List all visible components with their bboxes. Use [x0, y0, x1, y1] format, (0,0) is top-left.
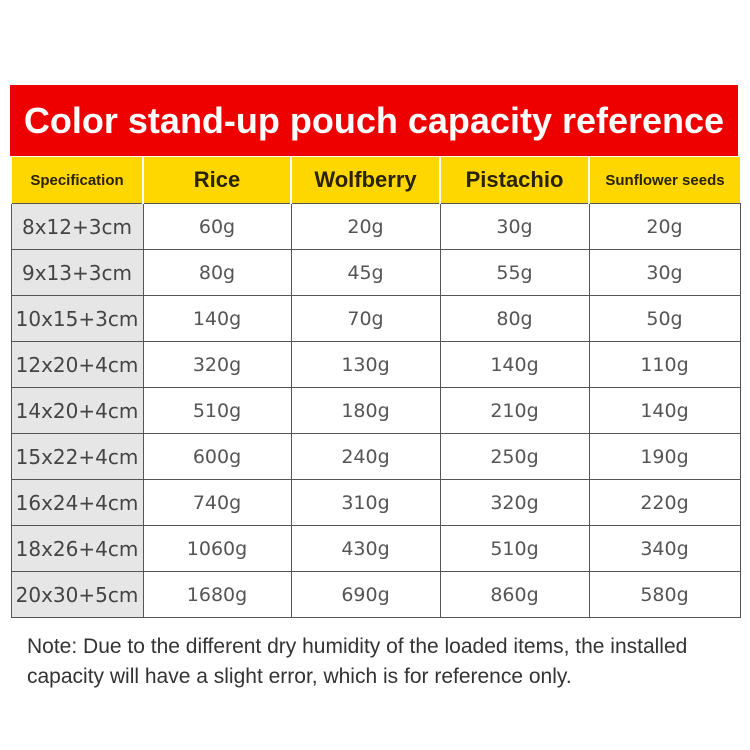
- capacity-cell: 30g: [439, 203, 590, 250]
- capacity-cell: 320g: [439, 479, 590, 526]
- spec-cell: 9x13+3cm: [10, 249, 144, 296]
- table-row: 12x20+4cm 320g 130g 140g 110g: [10, 341, 741, 388]
- capacity-cell: 310g: [290, 479, 441, 526]
- capacity-cell: 690g: [290, 571, 441, 618]
- spec-cell: 18x26+4cm: [10, 525, 144, 572]
- capacity-cell: 600g: [142, 433, 292, 480]
- spec-cell: 15x22+4cm: [10, 433, 144, 480]
- capacity-table: Specification Rice Wolfberry Pistachio S…: [10, 157, 741, 618]
- capacity-cell: 80g: [142, 249, 292, 296]
- capacity-cell: 510g: [142, 387, 292, 434]
- header-wolfberry: Wolfberry: [290, 157, 440, 204]
- table-row: 10x15+3cm 140g 70g 80g 50g: [10, 295, 741, 342]
- capacity-cell: 580g: [588, 571, 741, 618]
- spec-cell: 20x30+5cm: [10, 571, 144, 618]
- note-text: Note: Due to the different dry humidity …: [27, 635, 688, 688]
- table-row: 16x24+4cm 740g 310g 320g 220g: [10, 479, 741, 526]
- table-row: 18x26+4cm 1060g 430g 510g 340g: [10, 525, 741, 572]
- header-specification: Specification: [10, 157, 143, 204]
- capacity-cell: 1680g: [142, 571, 292, 618]
- table-row: 15x22+4cm 600g 240g 250g 190g: [10, 433, 741, 480]
- capacity-cell: 320g: [142, 341, 292, 388]
- spec-cell: 8x12+3cm: [10, 203, 144, 250]
- table-row: 14x20+4cm 510g 180g 210g 140g: [10, 387, 741, 434]
- capacity-cell: 140g: [588, 387, 741, 434]
- header-pistachio: Pistachio: [439, 157, 589, 204]
- header-rice: Rice: [142, 157, 291, 204]
- capacity-cell: 180g: [290, 387, 441, 434]
- header-row: Specification Rice Wolfberry Pistachio S…: [10, 157, 740, 204]
- capacity-cell: 190g: [588, 433, 741, 480]
- capacity-cell: 250g: [439, 433, 590, 480]
- capacity-cell: 510g: [439, 525, 590, 572]
- capacity-cell: 220g: [588, 479, 741, 526]
- capacity-cell: 55g: [439, 249, 590, 296]
- capacity-cell: 130g: [290, 341, 441, 388]
- capacity-cell: 60g: [142, 203, 292, 250]
- spec-cell: 12x20+4cm: [10, 341, 144, 388]
- capacity-cell: 50g: [588, 295, 741, 342]
- table-row: 8x12+3cm 60g 20g 30g 20g: [10, 203, 741, 250]
- spec-cell: 14x20+4cm: [10, 387, 144, 434]
- capacity-cell: 80g: [439, 295, 590, 342]
- spec-cell: 10x15+3cm: [10, 295, 144, 342]
- capacity-cell: 740g: [142, 479, 292, 526]
- table-row: 9x13+3cm 80g 45g 55g 30g: [10, 249, 741, 296]
- capacity-cell: 430g: [290, 525, 441, 572]
- header-sunflower-seeds: Sunflower seeds: [588, 157, 740, 204]
- capacity-cell: 860g: [439, 571, 590, 618]
- capacity-cell: 140g: [439, 341, 590, 388]
- capacity-cell: 30g: [588, 249, 741, 296]
- capacity-cell: 140g: [142, 295, 292, 342]
- capacity-cell: 210g: [439, 387, 590, 434]
- capacity-cell: 45g: [290, 249, 441, 296]
- capacity-cell: 70g: [290, 295, 441, 342]
- title-banner: Color stand-up pouch capacity reference: [10, 85, 738, 156]
- spec-cell: 16x24+4cm: [10, 479, 144, 526]
- capacity-cell: 1060g: [142, 525, 292, 572]
- capacity-cell: 20g: [588, 203, 741, 250]
- table-row: 20x30+5cm 1680g 690g 860g 580g: [10, 571, 741, 618]
- capacity-cell: 20g: [290, 203, 441, 250]
- capacity-cell: 110g: [588, 341, 741, 388]
- capacity-cell: 240g: [290, 433, 441, 480]
- capacity-cell: 340g: [588, 525, 741, 572]
